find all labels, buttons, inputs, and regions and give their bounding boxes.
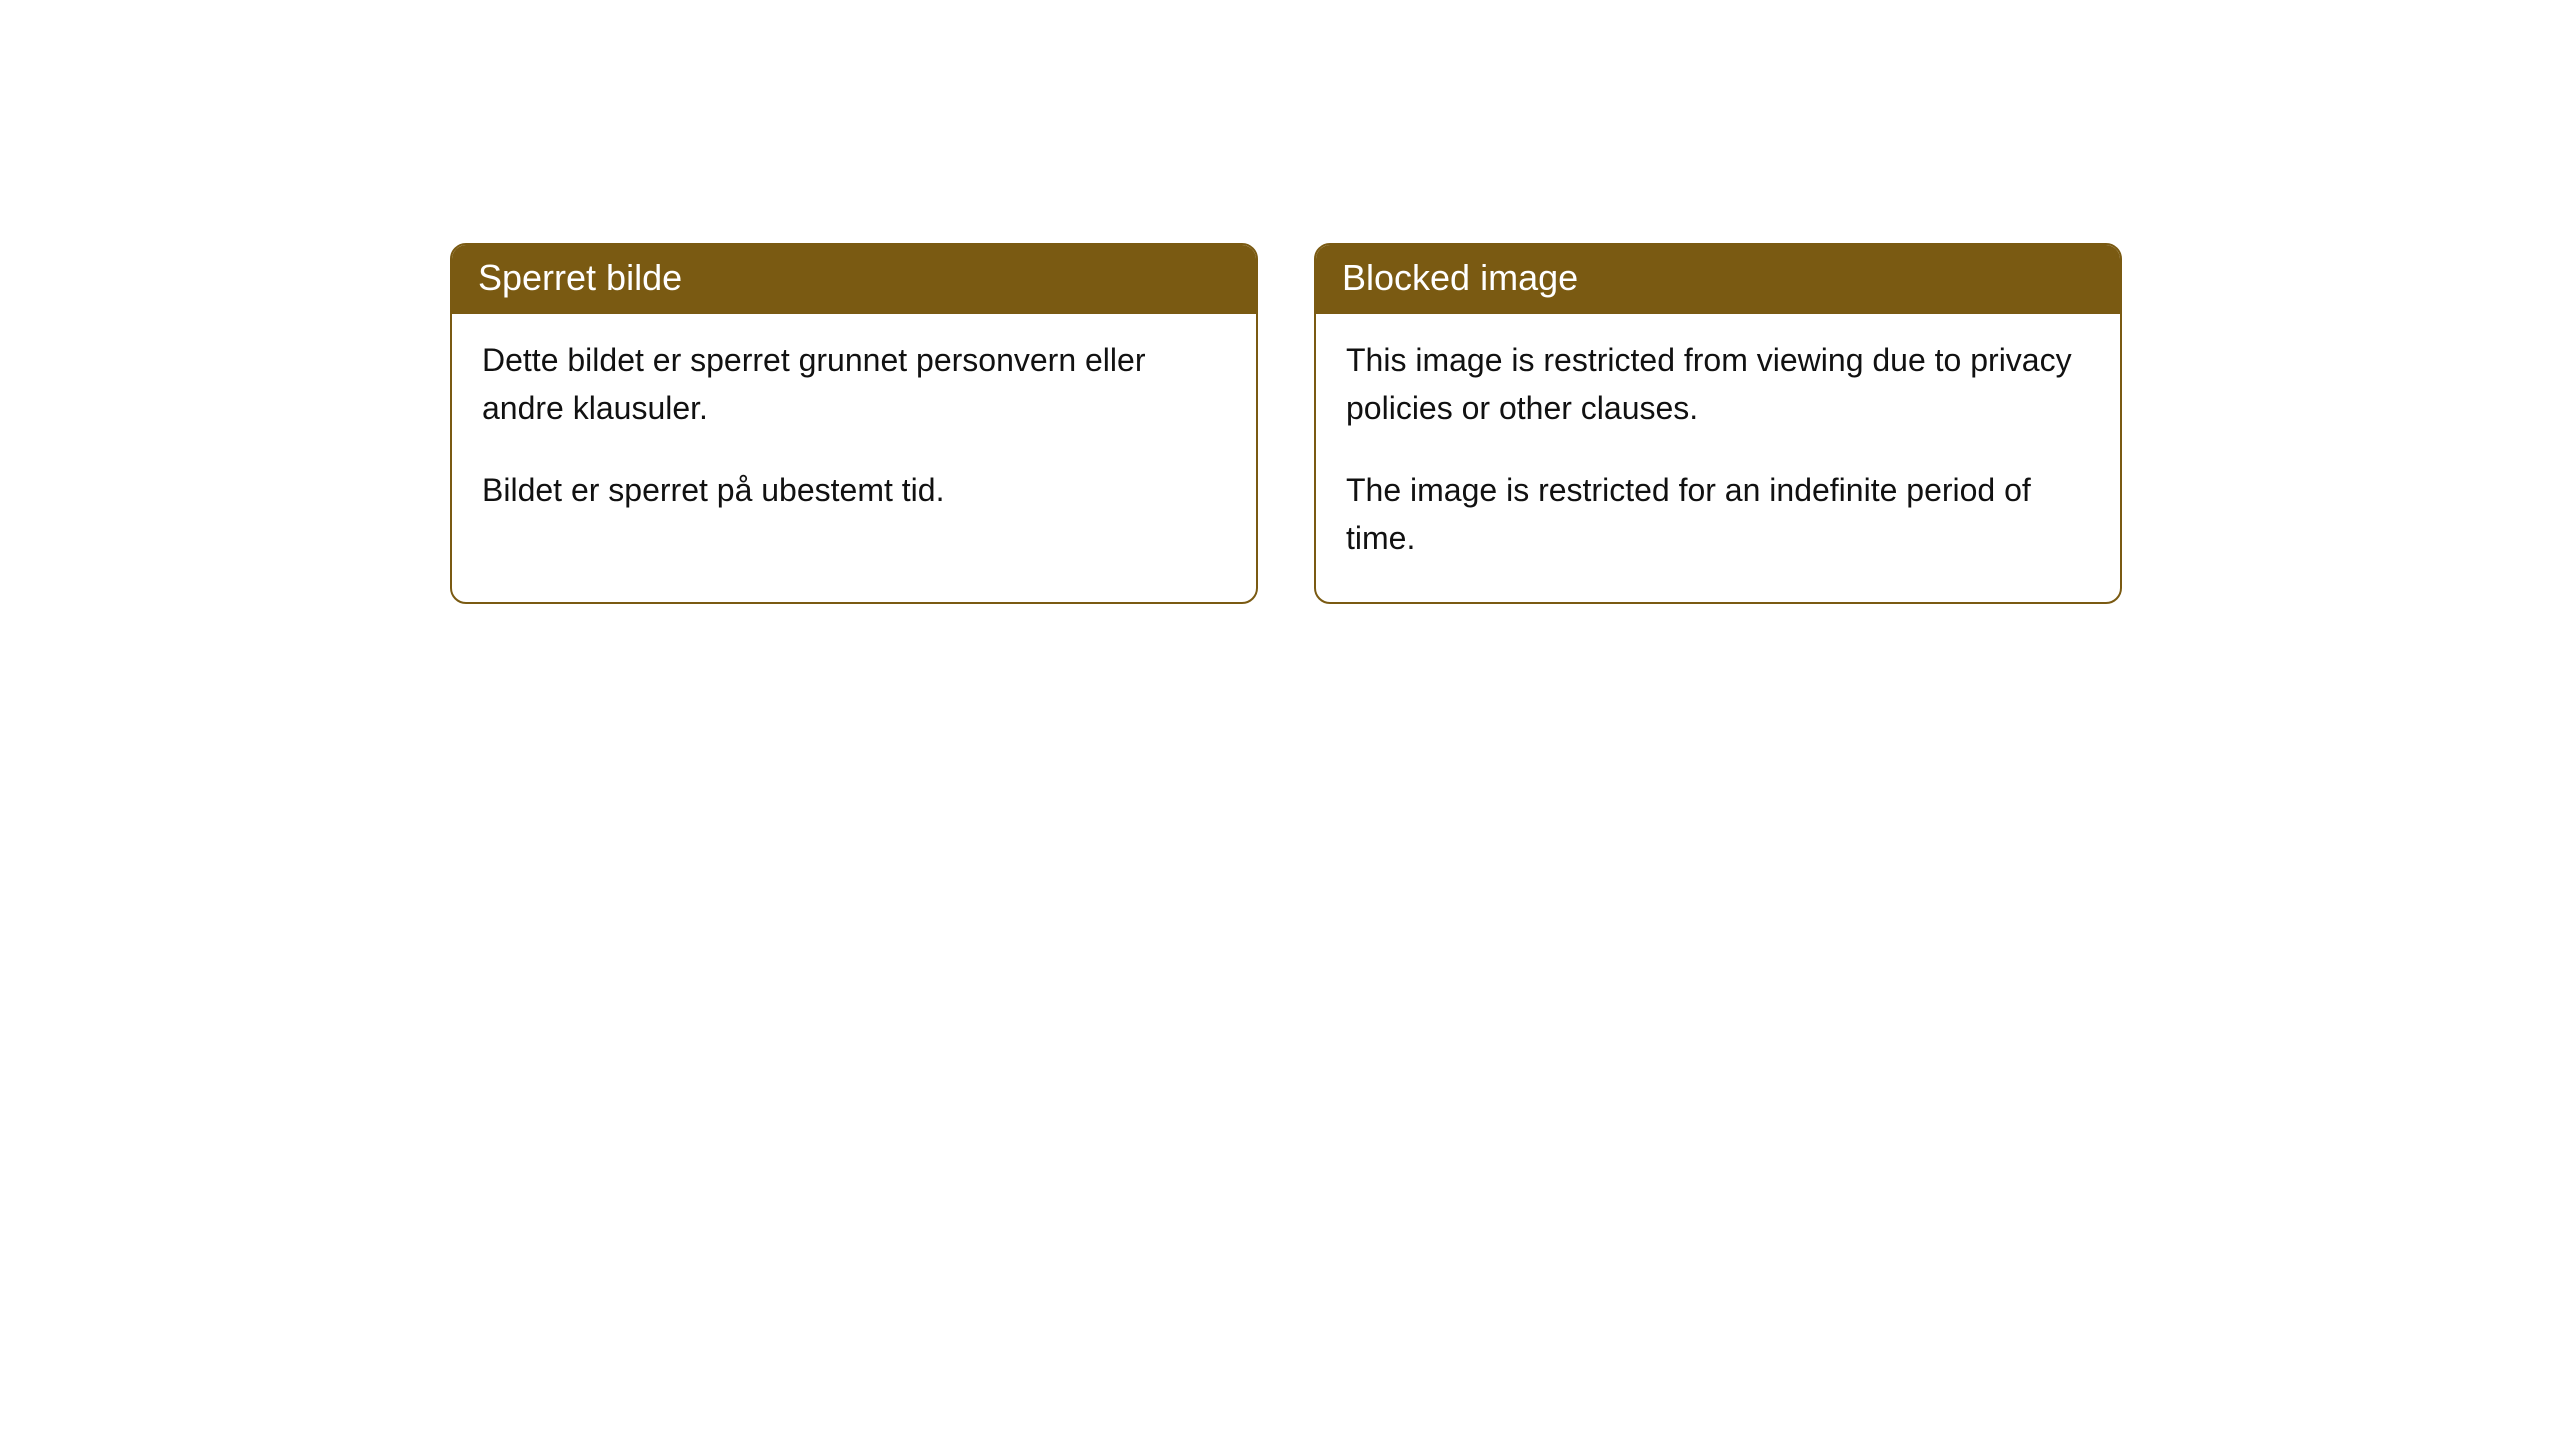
notice-body-norwegian: Dette bildet er sperret grunnet personve…: [452, 314, 1256, 554]
notice-title: Blocked image: [1342, 257, 1578, 298]
notice-body-english: This image is restricted from viewing du…: [1316, 314, 2120, 602]
notice-title: Sperret bilde: [478, 257, 682, 298]
notice-container: Sperret bilde Dette bildet er sperret gr…: [0, 0, 2560, 604]
notice-text-line1: Dette bildet er sperret grunnet personve…: [482, 336, 1226, 432]
notice-text-line2: Bildet er sperret på ubestemt tid.: [482, 466, 1226, 514]
notice-text-line1: This image is restricted from viewing du…: [1346, 336, 2090, 432]
notice-box-norwegian: Sperret bilde Dette bildet er sperret gr…: [450, 243, 1258, 604]
notice-header-english: Blocked image: [1316, 245, 2120, 314]
notice-box-english: Blocked image This image is restricted f…: [1314, 243, 2122, 604]
notice-text-line2: The image is restricted for an indefinit…: [1346, 466, 2090, 562]
notice-header-norwegian: Sperret bilde: [452, 245, 1256, 314]
